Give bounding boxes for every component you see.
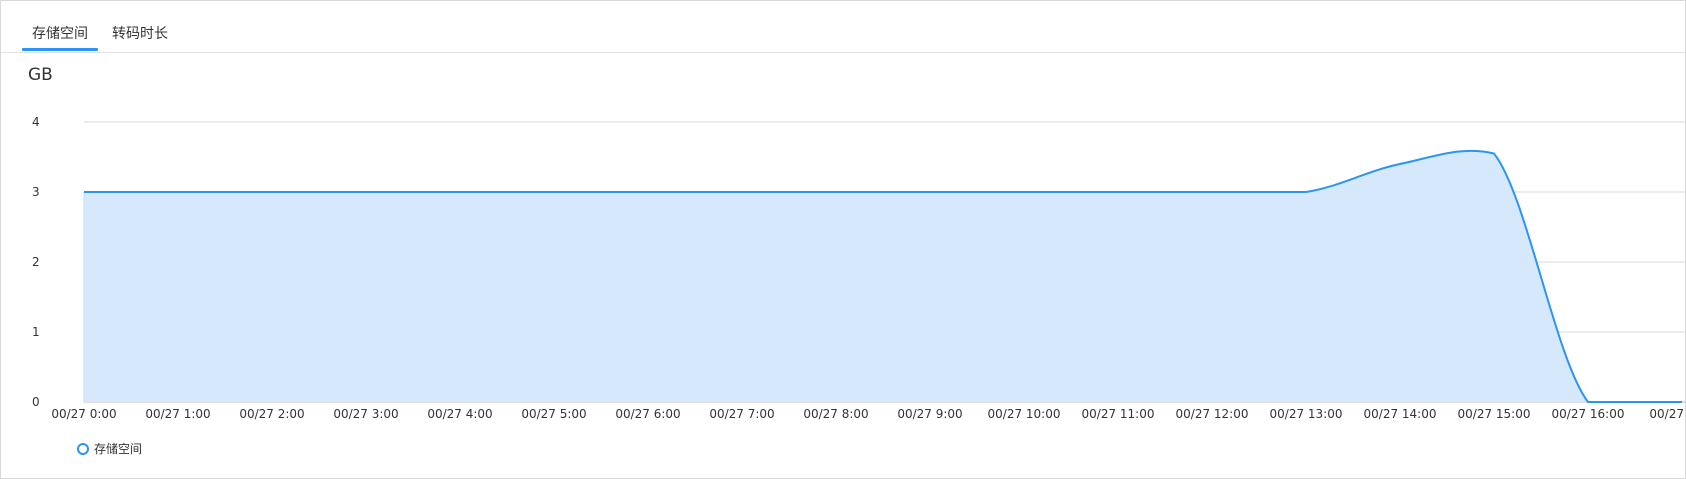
x-tick-label: 00/27 7:00 [709,407,774,421]
x-tick-label: 00/27 4:00 [427,407,492,421]
x-tick-label: 00/27 5:00 [521,407,586,421]
tab-bar: 存储空间 转码时长 [1,1,1685,53]
tab-transcode-duration[interactable]: 转码时长 [112,26,168,42]
x-tick-label: 00/27 8:00 [803,407,868,421]
y-tick-label: 3 [32,185,40,199]
y-tick-label: 0 [32,395,40,409]
series-line-storage [83,149,1682,404]
y-tick-label: 1 [32,325,40,339]
x-tick-label: 00/27 [1649,407,1684,421]
legend-marker-icon [77,442,89,455]
x-tick-label: 00/27 1:00 [145,407,210,421]
x-tick-label: 00/27 15:00 [1458,407,1531,421]
tab-storage[interactable]: 存储空间 [22,23,98,51]
y-tick-label: 4 [32,115,40,129]
x-tick-label: 00/27 12:00 [1176,407,1249,421]
legend-label: 存储空间 [94,442,143,456]
y-axis-unit-label: GB [28,65,53,85]
x-tick-label: 00/27 0:00 [51,407,116,421]
x-tick-label: 00/27 13:00 [1270,407,1343,421]
x-tick-label: 00/27 16:00 [1552,407,1625,421]
x-tick-label: 00/27 11:00 [1082,407,1155,421]
x-tick-label: 00/27 14:00 [1364,407,1437,421]
legend-item-storage[interactable]: 存储空间 [77,440,142,457]
x-tick-label: 00/27 10:00 [988,407,1061,421]
x-tick-label: 00/27 6:00 [615,407,680,421]
x-tick-label: 00/27 2:00 [239,407,304,421]
series-area-fill [84,150,1682,402]
x-tick-label: 00/27 9:00 [897,407,962,421]
y-tick-label: 2 [32,255,40,269]
x-tick-label: 00/27 3:00 [333,407,398,421]
